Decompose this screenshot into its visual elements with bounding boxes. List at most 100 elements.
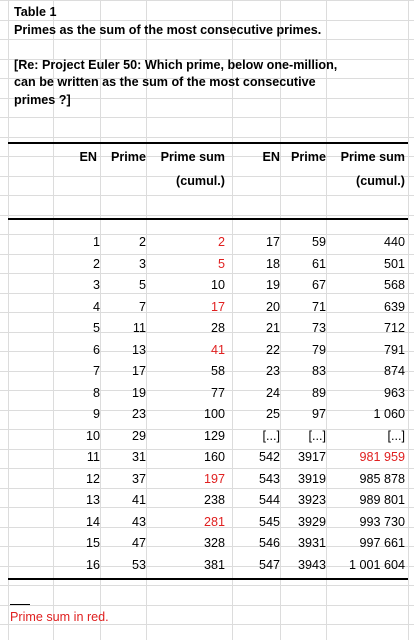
grid-row-line	[0, 20, 414, 21]
right-en-cell: 542	[258, 450, 280, 464]
left-prime-sum-cell: 238	[203, 493, 225, 507]
grid-column-line	[8, 0, 9, 640]
left-prime-sum-cell: 77	[210, 385, 225, 400]
left-prime-sum-cell: 10	[210, 278, 225, 292]
grid-row-line	[0, 449, 414, 450]
right-prime-cell: 97	[311, 407, 326, 421]
right-prime-sum-cell: 985 878	[359, 471, 405, 486]
grid-row-line	[0, 59, 414, 60]
right-prime-sum-cell: 791	[383, 342, 405, 357]
grid-row-line	[0, 293, 414, 294]
grid-row-line	[0, 78, 414, 79]
table-header: Table 1 Primes as the sum of the most co…	[14, 4, 406, 110]
grid-row-line	[0, 546, 414, 547]
grid-row-line	[0, 215, 414, 216]
left-prime-cell: 53	[131, 557, 146, 572]
col-header-sum-left: Prime sum	[160, 150, 225, 164]
left-en-cell: 1	[92, 235, 100, 249]
grid-row-line	[0, 117, 414, 118]
right-prime-sum-cell: 712	[383, 321, 405, 335]
left-prime-cell: 43	[131, 514, 146, 529]
left-prime-cell: 3	[138, 256, 146, 271]
left-prime-sum-cell: 5	[217, 256, 225, 271]
grid-row-line	[0, 429, 414, 430]
left-prime-cell: 47	[131, 536, 146, 550]
top-rule	[8, 142, 408, 144]
right-prime-sum-cell: 989 801	[359, 493, 405, 507]
left-en-cell: 11	[86, 450, 100, 464]
left-prime-sum-cell: 160	[203, 450, 225, 464]
right-en-cell: 545	[258, 514, 280, 529]
right-prime-cell: 71	[311, 299, 326, 314]
grid-row-line	[0, 605, 414, 606]
left-en-cell: 9	[92, 407, 100, 421]
grid-row-line	[0, 254, 414, 255]
right-prime-cell: 89	[311, 385, 326, 400]
left-en-cell: 12	[85, 471, 100, 486]
grid-row-line	[0, 468, 414, 469]
col-header-prime-left: Prime	[110, 150, 146, 164]
right-prime-cell: 3917	[297, 450, 326, 464]
left-prime-cell: 7	[138, 299, 146, 314]
right-prime-sum-cell: 874	[383, 364, 405, 378]
table-subtitle: Primes as the sum of the most consecutiv…	[14, 22, 322, 37]
right-en-cell: 19	[265, 278, 280, 292]
grid-row-line	[0, 410, 414, 411]
grid-row-line	[0, 273, 414, 274]
left-prime-cell: 17	[131, 364, 146, 378]
left-prime-cell: 29	[131, 428, 146, 443]
left-prime-sum-cell: 41	[210, 342, 225, 357]
left-prime-sum-cell: 100	[203, 407, 225, 421]
left-en-cell: 7	[92, 364, 100, 378]
left-prime-sum-cell: 2	[217, 235, 225, 249]
col-header-sum-right: Prime sum	[340, 150, 405, 164]
table-title: Table 1	[14, 5, 57, 19]
grid-column-line	[146, 0, 147, 640]
reference-line-3: primes ?]	[14, 92, 71, 107]
right-prime-cell: 61	[311, 256, 326, 271]
left-en-cell: 5	[92, 321, 100, 335]
right-prime-sum-cell: 981 959	[359, 450, 405, 464]
right-en-cell: 546	[258, 536, 280, 550]
left-prime-sum-cell: 328	[203, 536, 225, 550]
grid-row-line	[0, 488, 414, 489]
right-en-cell: 17	[265, 235, 280, 249]
grid-row-line	[0, 566, 414, 567]
grid-row-line	[0, 312, 414, 313]
left-prime-sum-cell: 129	[203, 428, 225, 443]
grid-row-line	[0, 0, 414, 1]
grid-row-line	[0, 234, 414, 235]
right-prime-cell: 67	[311, 278, 326, 292]
left-en-cell: 4	[92, 299, 100, 314]
right-prime-cell: 83	[311, 364, 326, 378]
left-prime-cell: 37	[131, 471, 146, 486]
grid-column-line	[326, 0, 327, 640]
left-prime-cell: 19	[131, 385, 146, 400]
reference-line-1: [Re: Project Euler 50: Which prime, belo…	[14, 57, 338, 72]
footnote: Prime sum in red.	[10, 610, 109, 624]
grid-row-line	[0, 351, 414, 352]
right-prime-sum-cell: 963	[383, 385, 405, 400]
left-en-cell: 10	[85, 428, 100, 443]
left-prime-sum-cell: 17	[210, 299, 225, 314]
grid-row-line	[0, 156, 414, 157]
right-prime-cell: 59	[311, 235, 326, 249]
grid-row-line	[0, 624, 414, 625]
right-en-cell: 23	[265, 364, 280, 378]
col-header-prime-right: Prime	[290, 150, 326, 164]
right-prime-sum-cell: 997 661	[359, 536, 405, 550]
right-prime-cell: 3943	[297, 557, 326, 572]
left-prime-sum-cell: 281	[203, 514, 225, 529]
right-prime-cell: [...]	[308, 428, 327, 443]
header-rule	[8, 218, 408, 220]
left-en-cell: 14	[85, 514, 100, 529]
left-en-cell: 3	[92, 278, 100, 292]
right-en-cell: 18	[265, 256, 280, 271]
left-prime-cell: 31	[131, 450, 146, 464]
grid-column-line	[53, 0, 54, 640]
grid-row-line	[0, 137, 414, 138]
right-en-cell: 547	[258, 557, 280, 572]
right-prime-sum-cell: 993 730	[359, 514, 405, 529]
left-prime-cell: 5	[138, 278, 146, 292]
left-prime-cell: 2	[138, 235, 146, 249]
